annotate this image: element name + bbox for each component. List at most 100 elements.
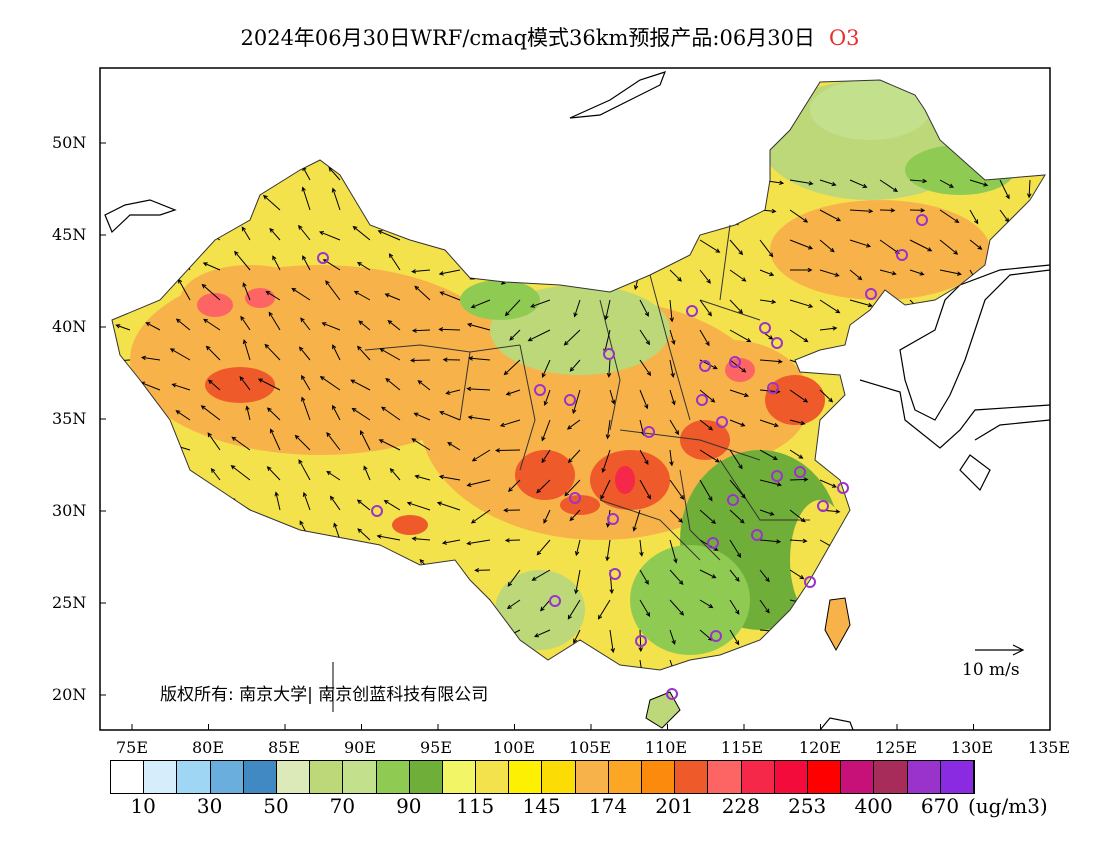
wind-arrow	[699, 449, 720, 463]
wind-arrow	[540, 599, 551, 612]
wind-arrow	[439, 595, 461, 601]
wind-arrow	[144, 621, 161, 631]
wind-arrow	[849, 416, 867, 422]
wind-arrow	[909, 388, 929, 394]
wind-arrow	[326, 432, 341, 451]
wind-arrow	[669, 389, 676, 406]
wind-arrow	[414, 474, 431, 481]
legend-swatch	[476, 761, 510, 793]
wind-arrow	[112, 239, 131, 244]
wind-arrow	[939, 359, 954, 378]
wind-arrow	[207, 379, 221, 391]
wind-arrow	[759, 659, 780, 670]
station-marker	[549, 595, 561, 607]
wind-arrow	[1000, 690, 1004, 709]
wind-arrow	[969, 569, 979, 590]
wind-arrow	[669, 359, 675, 378]
wind-arrow	[999, 389, 1006, 414]
title-pollutant: O3	[828, 26, 860, 50]
wind-arrow	[759, 509, 775, 516]
wind-arrow	[413, 614, 431, 631]
wind-arrow	[849, 447, 874, 452]
wind-arrow	[499, 419, 521, 427]
legend-tick-label: 145	[522, 794, 561, 818]
wind-arrow	[1029, 539, 1038, 556]
vector-reference-arrow	[975, 644, 1025, 656]
wind-arrow	[729, 239, 744, 256]
wind-arrow	[240, 520, 251, 541]
wind-arrow	[438, 269, 461, 276]
wind-arrow	[909, 599, 921, 613]
wind-arrow	[969, 629, 985, 644]
wind-arrow	[363, 465, 371, 481]
wind-arrow	[467, 415, 491, 421]
wind-arrow	[573, 299, 581, 318]
wind-arrow	[639, 359, 652, 377]
wind-arrow	[441, 539, 461, 545]
wind-arrow	[1029, 659, 1045, 670]
wind-arrow	[819, 359, 834, 369]
legend-swatch	[343, 761, 377, 793]
wind-arrow	[939, 449, 958, 455]
legend-swatch	[542, 761, 576, 793]
wind-arrow	[543, 389, 551, 406]
wind-arrow	[567, 449, 581, 464]
wind-arrow	[789, 389, 809, 403]
wind-arrow	[940, 689, 956, 693]
wind-arrow	[819, 419, 835, 429]
wind-arrow	[179, 250, 191, 271]
wind-arrow	[939, 299, 957, 307]
wind-arrow	[263, 164, 281, 181]
wind-arrow	[819, 569, 834, 584]
wind-arrow	[351, 407, 371, 421]
wind-arrow	[325, 280, 341, 301]
wind-arrow	[301, 374, 311, 391]
wind-arrow	[234, 250, 251, 271]
wind-arrow	[759, 599, 770, 614]
wind-arrow	[1030, 690, 1038, 704]
station-marker	[916, 214, 928, 226]
wind-arrow	[577, 239, 582, 262]
wind-arrow	[849, 179, 868, 188]
wind-arrow	[729, 569, 740, 582]
wind-arrow	[264, 343, 281, 361]
title-main: 2024年06月30日WRF/cmaq模式36km预报产品:06月30日	[240, 26, 815, 50]
wind-arrow	[849, 208, 874, 214]
wind-arrow	[939, 659, 951, 670]
wind-arrow	[849, 389, 867, 404]
wind-arrow	[909, 659, 926, 670]
wind-arrow	[729, 509, 745, 524]
wind-arrow	[669, 569, 684, 586]
wind-arrow	[200, 405, 221, 421]
legend-tick-label: 10	[130, 794, 156, 818]
legend-tick-label: 90	[396, 794, 422, 818]
wind-arrow	[819, 659, 842, 668]
wind-arrow	[1027, 599, 1033, 623]
city-stations	[317, 214, 928, 700]
wind-arrow	[700, 690, 720, 700]
legend-swatch	[807, 761, 842, 793]
station-marker	[666, 688, 678, 700]
wind-arrow	[759, 419, 779, 428]
wind-arrow	[879, 539, 898, 557]
axis-ticks	[100, 142, 1051, 730]
wind-arrow	[669, 539, 678, 564]
wind-arrow	[411, 328, 431, 333]
wind-arrow	[376, 534, 401, 541]
wind-arrow	[789, 449, 804, 459]
wind-arrow	[331, 187, 341, 211]
wind-arrow	[143, 475, 161, 481]
legend-tick-label: 670	[920, 794, 960, 818]
wind-arrow	[142, 175, 161, 181]
wind-arrow	[606, 359, 612, 378]
wind-arrow	[849, 299, 873, 308]
wind-arrow	[296, 549, 311, 571]
wind-arrow	[466, 322, 491, 331]
wind-arrow	[939, 419, 961, 425]
wind-arrow	[604, 299, 611, 321]
wind-arrow	[789, 419, 806, 426]
station-marker	[751, 529, 763, 541]
wind-arrow	[203, 318, 221, 331]
wind-arrow	[298, 346, 311, 361]
